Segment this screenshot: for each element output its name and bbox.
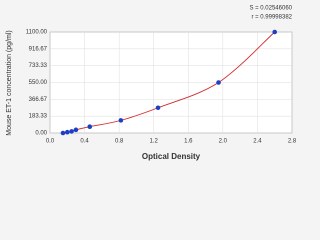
y-tick-label: 1100.00 bbox=[26, 30, 48, 36]
y-tick-label: 550.00 bbox=[29, 80, 48, 86]
x-axis-label: Optical Density bbox=[142, 152, 201, 161]
data-point bbox=[69, 129, 74, 134]
data-point bbox=[216, 80, 221, 85]
x-tick-label: 2.0 bbox=[219, 139, 228, 145]
x-tick-label: 2.8 bbox=[288, 139, 297, 145]
data-point bbox=[73, 127, 79, 133]
y-tick-label: 366.67 bbox=[29, 97, 48, 103]
page: {"chart_data": {"type": "scatter", "line… bbox=[5, 5, 297, 162]
x-tick-label: 0.4 bbox=[80, 139, 89, 145]
data-point bbox=[272, 29, 278, 35]
y-tick-label: 183.33 bbox=[29, 114, 48, 120]
x-tick-label: 1.6 bbox=[184, 139, 193, 145]
x-tick-label: 0.0 bbox=[46, 139, 55, 145]
x-tick-label: 1.2 bbox=[150, 139, 159, 145]
y-axis-label: Mouse ET-1 concentration (pg/ml) bbox=[6, 30, 13, 135]
y-tick-label: 733.33 bbox=[29, 63, 48, 69]
data-point bbox=[64, 129, 70, 135]
annotation: S = 0.02546060 bbox=[249, 6, 292, 12]
data-point bbox=[87, 124, 93, 129]
y-tick-label: 0.00 bbox=[35, 131, 47, 137]
y-tick-label: 916.67 bbox=[29, 46, 48, 52]
data-point bbox=[60, 130, 66, 136]
data-point bbox=[118, 118, 124, 123]
x-tick-label: 0.8 bbox=[115, 139, 124, 145]
data-point bbox=[155, 105, 161, 111]
chart: S = 0.02546060 r = 0.99998382 Optical De… bbox=[6, 6, 297, 162]
annotation: r = 0.99998382 bbox=[251, 15, 292, 21]
x-tick-label: 2.4 bbox=[253, 139, 262, 145]
